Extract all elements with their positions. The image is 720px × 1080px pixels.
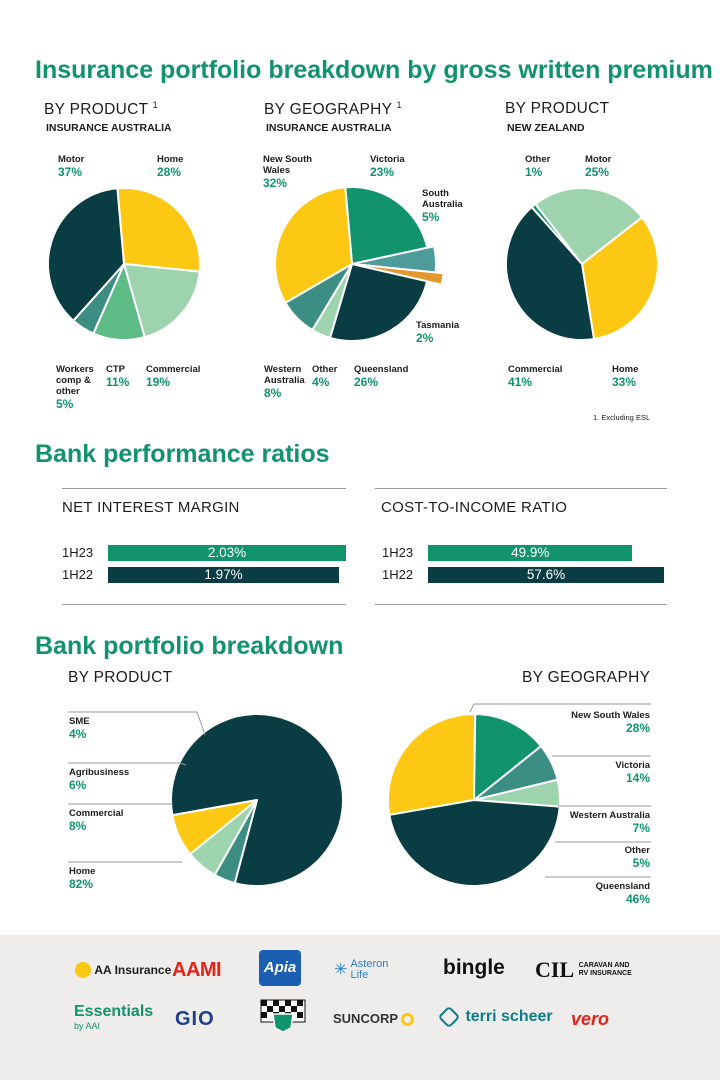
slice-label-ctp: CTP 11% <box>106 364 130 389</box>
cti-value-1h23: 49.9% <box>511 545 550 560</box>
slice-label-commercial-nz: Commercial 41% <box>508 364 563 389</box>
nim-bar-1h22: 1.97% <box>108 567 339 583</box>
divider <box>375 604 667 605</box>
insurance-section-title: Insurance portfolio breakdown by gross w… <box>35 56 713 84</box>
slice-label-motor-nz: Motor 25% <box>585 154 612 179</box>
pie-slice-victoria <box>473 713 543 801</box>
asteron-star-icon: ✳ <box>334 961 348 979</box>
pie-slice-home <box>581 216 659 341</box>
slice-label-workers-comp: Workers comp & other 5% <box>56 364 94 411</box>
slice-label-other-nz: Other 1% <box>525 154 551 179</box>
chart-subtitle-product-nz: NEW ZEALAND <box>507 122 585 134</box>
divider <box>375 488 667 489</box>
pie-slice-victoria <box>344 186 429 265</box>
slice-label-queensland: Queensland 26% <box>354 364 409 389</box>
cti-bar-1h23: 49.9% <box>428 545 633 561</box>
nim-row-label-1h22: 1H22 <box>62 567 94 582</box>
terri-scheer-logo: terri scheer <box>437 1005 553 1029</box>
gio-logo: GIO <box>175 1008 215 1030</box>
vero-logo: vero <box>571 1009 610 1029</box>
nim-value-1h23: 2.03% <box>207 545 247 560</box>
aa-circle-icon <box>75 962 91 978</box>
pie-slice-new-south-wales <box>274 186 353 304</box>
nim-title: NET INTEREST MARGIN <box>62 499 240 516</box>
pie-slice-queensland <box>388 799 561 887</box>
pie-slice-motor <box>47 187 125 322</box>
apia-logo: Apia <box>259 950 301 986</box>
pie-slice-commercial <box>505 206 596 341</box>
slice-label-home-nz: Home 33% <box>612 364 639 389</box>
slice-label-home-bank: Home 82% <box>69 866 96 891</box>
slice-label-nsw: New South Wales 32% <box>263 154 313 190</box>
asteron-life-logo: ✳ Asteron Life <box>334 958 389 981</box>
slice-label-motor: Motor 37% <box>58 154 85 179</box>
chart-subtitle-product-au: INSURANCE AUSTRALIA <box>46 122 172 134</box>
slice-label-western-australia: Western Australia 8% <box>264 364 305 400</box>
slice-label-victoria: Victoria 23% <box>370 154 405 179</box>
nim-bar-1h23: 2.03% <box>108 545 346 561</box>
pie-slice-queensland <box>329 263 429 342</box>
cti-title: COST-TO-INCOME RATIO <box>381 499 568 516</box>
chart-subtitle-geography-au: INSURANCE AUSTRALIA <box>266 122 392 134</box>
bank-ratios-title: Bank performance ratios <box>35 440 330 468</box>
brand-footer: AA Insurance AAMI Apia ✳ Asteron Life bi… <box>0 935 720 1080</box>
cti-row-label-1h23: 1H23 <box>382 545 414 560</box>
divider <box>62 604 346 605</box>
nim-row-label-1h23: 1H23 <box>62 545 94 560</box>
slice-label-victoria-bank: Victoria 14% <box>615 760 650 785</box>
suncorp-logo: SUNCORP <box>333 1011 415 1027</box>
racing-flag-icon <box>260 999 306 1033</box>
pie-slice-home <box>116 187 201 273</box>
aami-logo: AAMI <box>172 959 222 981</box>
bank-portfolio-title: Bank portfolio breakdown <box>35 632 344 660</box>
chart-title-geography-au: BY GEOGRAPHY 1 <box>264 100 402 119</box>
chart-title-bank-geography: BY GEOGRAPHY <box>522 669 651 686</box>
pie-slice-new-south-wales <box>387 713 477 816</box>
slice-label-other-au: Other 4% <box>312 364 338 389</box>
cil-logo: CIL CARAVAN AND RV INSURANCE <box>535 957 632 982</box>
pie-slice-home <box>170 713 344 887</box>
cti-value-1h22: 57.6% <box>526 567 566 582</box>
slice-label-tasmania: Tasmania 2% <box>416 320 460 345</box>
slice-label-commercial: Commercial 19% <box>146 364 201 389</box>
chart-title-bank-product: BY PRODUCT <box>68 669 173 686</box>
cti-row-label-1h22: 1H22 <box>382 567 414 582</box>
chart-title-product-nz: BY PRODUCT <box>505 100 610 117</box>
slice-label-nsw-bank: New South Wales 28% <box>571 710 650 735</box>
cti-bar-1h22: 57.6% <box>428 567 664 583</box>
bingle-logo: bingle <box>443 956 505 979</box>
slice-label-south-australia: South Australia 5% <box>422 188 463 224</box>
footnote: 1. Excluding ESL <box>593 413 651 422</box>
diamond-icon <box>437 1005 461 1029</box>
slice-label-queensland-bank: Queensland 46% <box>595 881 650 906</box>
pie-slice-sme <box>213 799 258 885</box>
essentials-logo: Essentials by AAI <box>74 1003 154 1032</box>
aa-insurance-logo: AA Insurance <box>75 962 171 978</box>
slice-label-other-bank: Other 5% <box>624 845 650 870</box>
pie-slice-commercial <box>123 263 201 339</box>
slice-label-commercial-bank: Commercial 8% <box>69 808 124 833</box>
sun-icon <box>401 1013 415 1027</box>
divider <box>62 488 346 489</box>
slice-label-western-australia-bank: Western Australia 7% <box>569 810 650 835</box>
slice-label-agribusiness: Agribusiness 6% <box>69 767 130 792</box>
nim-value-1h22: 1.97% <box>204 567 243 582</box>
chart-title-product-au: BY PRODUCT 1 <box>44 100 158 119</box>
slice-label-home: Home 28% <box>157 154 184 179</box>
slice-label-sme: SME 4% <box>69 716 90 741</box>
pie-slice-motor <box>534 187 643 265</box>
